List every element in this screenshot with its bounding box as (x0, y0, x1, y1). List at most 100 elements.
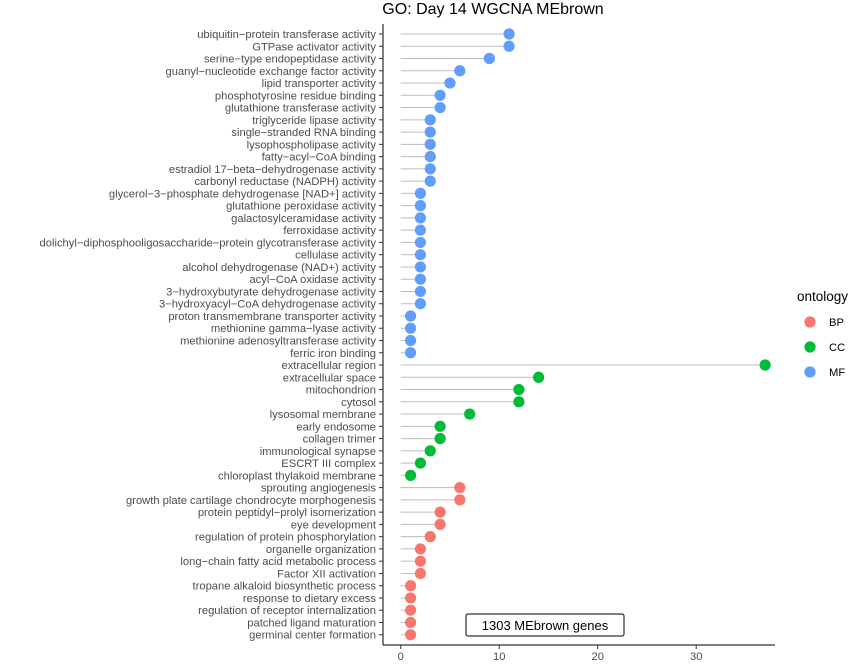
lollipop-point (404, 580, 417, 592)
lollipop-point (404, 616, 417, 629)
lollipop-point (424, 531, 436, 543)
annotation-label: 1303 MEbrown genes (482, 618, 609, 633)
category-label: patched ligand maturation (247, 617, 376, 629)
lollipop-point (434, 518, 446, 531)
category-label: regulation of receptor internalization (198, 605, 376, 617)
lollipop-point (414, 249, 427, 261)
category-label: mitochondrion (306, 385, 376, 397)
category-label: 3−hydroxybutyrate dehydrogenase activity (166, 286, 376, 298)
lollipop-point (414, 555, 427, 567)
lollipop-point (424, 151, 436, 163)
x-tick-label: 0 (398, 651, 404, 663)
category-label: dolichyl−diphosphooligosaccharide−protei… (40, 237, 377, 249)
category-label: regulation of protein phosphorylation (195, 532, 376, 544)
category-label: lysosomal membrane (270, 409, 376, 421)
lollipop-point (414, 224, 427, 236)
lollipop-point (434, 432, 446, 445)
category-label: germinal center formation (249, 630, 376, 642)
legend-title: ontology (797, 289, 848, 304)
lollipop-point (404, 310, 417, 322)
legend-key (804, 316, 816, 328)
legend-key (804, 341, 816, 353)
lollipop-point (454, 494, 466, 506)
category-label: glutathione transferase activity (225, 103, 377, 115)
category-label: tropane alkaloid biosynthetic process (193, 581, 377, 593)
lollipop-point (454, 65, 466, 77)
lollipop-point (414, 261, 427, 273)
lollipop-point (464, 408, 476, 420)
category-label: carbonyl reductase (NADPH) activity (194, 176, 376, 188)
legend-entry-label: MF (829, 367, 845, 379)
category-label: guanyl−nucleotide exchange factor activi… (165, 66, 376, 78)
category-label: estradiol 17−beta−dehydrogenase activity (169, 164, 377, 176)
lollipop-point (533, 371, 545, 383)
lollipop-point (414, 298, 427, 310)
legend-entry-label: BP (829, 317, 844, 329)
category-label: ESCRT III complex (281, 458, 376, 470)
lollipop-point (424, 138, 436, 150)
category-label: growth plate cartilage chondrocyte morph… (126, 495, 376, 507)
lollipop-point (404, 604, 417, 616)
lollipop-point (414, 200, 427, 212)
lollipop-point (414, 187, 427, 199)
category-label: chloroplast thylakoid membrane (218, 470, 376, 482)
lollipop-point (434, 101, 446, 114)
lollipop-point (444, 77, 456, 89)
lollipop-point (414, 273, 427, 285)
category-label: ferric iron binding (290, 348, 376, 360)
category-label: triglyceride lipase activity (252, 115, 376, 127)
lollipop-point (434, 89, 446, 101)
lollipop-point (424, 114, 436, 126)
legend-entry-label: CC (829, 342, 845, 354)
lollipop-point (483, 52, 495, 65)
category-label: extracellular space (283, 372, 376, 384)
category-label: glycerol−3−phosphate dehydrogenase [NAD+… (109, 188, 377, 200)
lollipop-point (434, 420, 446, 432)
category-label: collagen trimer (303, 434, 377, 446)
lollipop-point (434, 506, 446, 518)
category-label: early endosome (296, 421, 376, 433)
x-tick-label: 20 (591, 651, 603, 663)
category-label: fatty−acyl−CoA binding (262, 152, 376, 164)
lollipop-point (414, 236, 427, 249)
category-label: alcohol dehydrogenase (NAD+) activity (182, 262, 376, 274)
lollipop-point (424, 163, 436, 175)
lollipop-point (513, 396, 525, 408)
category-label: protein peptidyl−prolyl isomerization (198, 507, 376, 519)
lollipop-point (424, 126, 436, 138)
lollipop-point (503, 40, 515, 52)
category-label: sprouting angiogenesis (261, 483, 376, 495)
lollipop-point (503, 28, 515, 40)
lollipop-point (414, 457, 427, 469)
lollipop-point (404, 629, 417, 641)
category-label: extracellular region (281, 360, 376, 372)
category-label: GTPase activator activity (252, 41, 376, 53)
category-label: single−stranded RNA binding (231, 127, 376, 139)
lollipop-point (424, 175, 436, 187)
legend-key (804, 366, 816, 378)
lollipop-point (414, 543, 427, 555)
category-label: response to dietary excess (243, 593, 376, 605)
lollipop-point (404, 469, 417, 481)
lollipop-point (414, 212, 427, 224)
category-label: lysophospholipase activity (247, 139, 377, 151)
category-label: methionine adenosyltransferase activity (180, 336, 376, 348)
lollipop-point (424, 445, 436, 457)
lollipop-point (414, 285, 427, 298)
legend: ontology BP CC MF (797, 289, 848, 379)
annotation-box (465, 613, 625, 637)
lollipop-point (404, 334, 417, 347)
category-label: lipid transporter activity (262, 78, 377, 90)
gene-count-annotation: 1303 MEbrown genes (465, 613, 625, 637)
lollipop-point (404, 347, 417, 359)
category-label: methionine gamma−lyase activity (211, 323, 376, 335)
lollipop-point (759, 359, 771, 371)
category-label: cytosol (341, 397, 376, 409)
category-label: glutathione peroxidase activity (226, 201, 376, 213)
category-label: Factor XII activation (277, 568, 376, 580)
lollipop-point (414, 567, 427, 580)
category-label: long−chain fatty acid metabolic process (180, 556, 376, 568)
lollipop-point (454, 482, 466, 494)
category-label: galactosylceramidase activity (231, 213, 376, 225)
category-label: immunological synapse (260, 446, 376, 458)
